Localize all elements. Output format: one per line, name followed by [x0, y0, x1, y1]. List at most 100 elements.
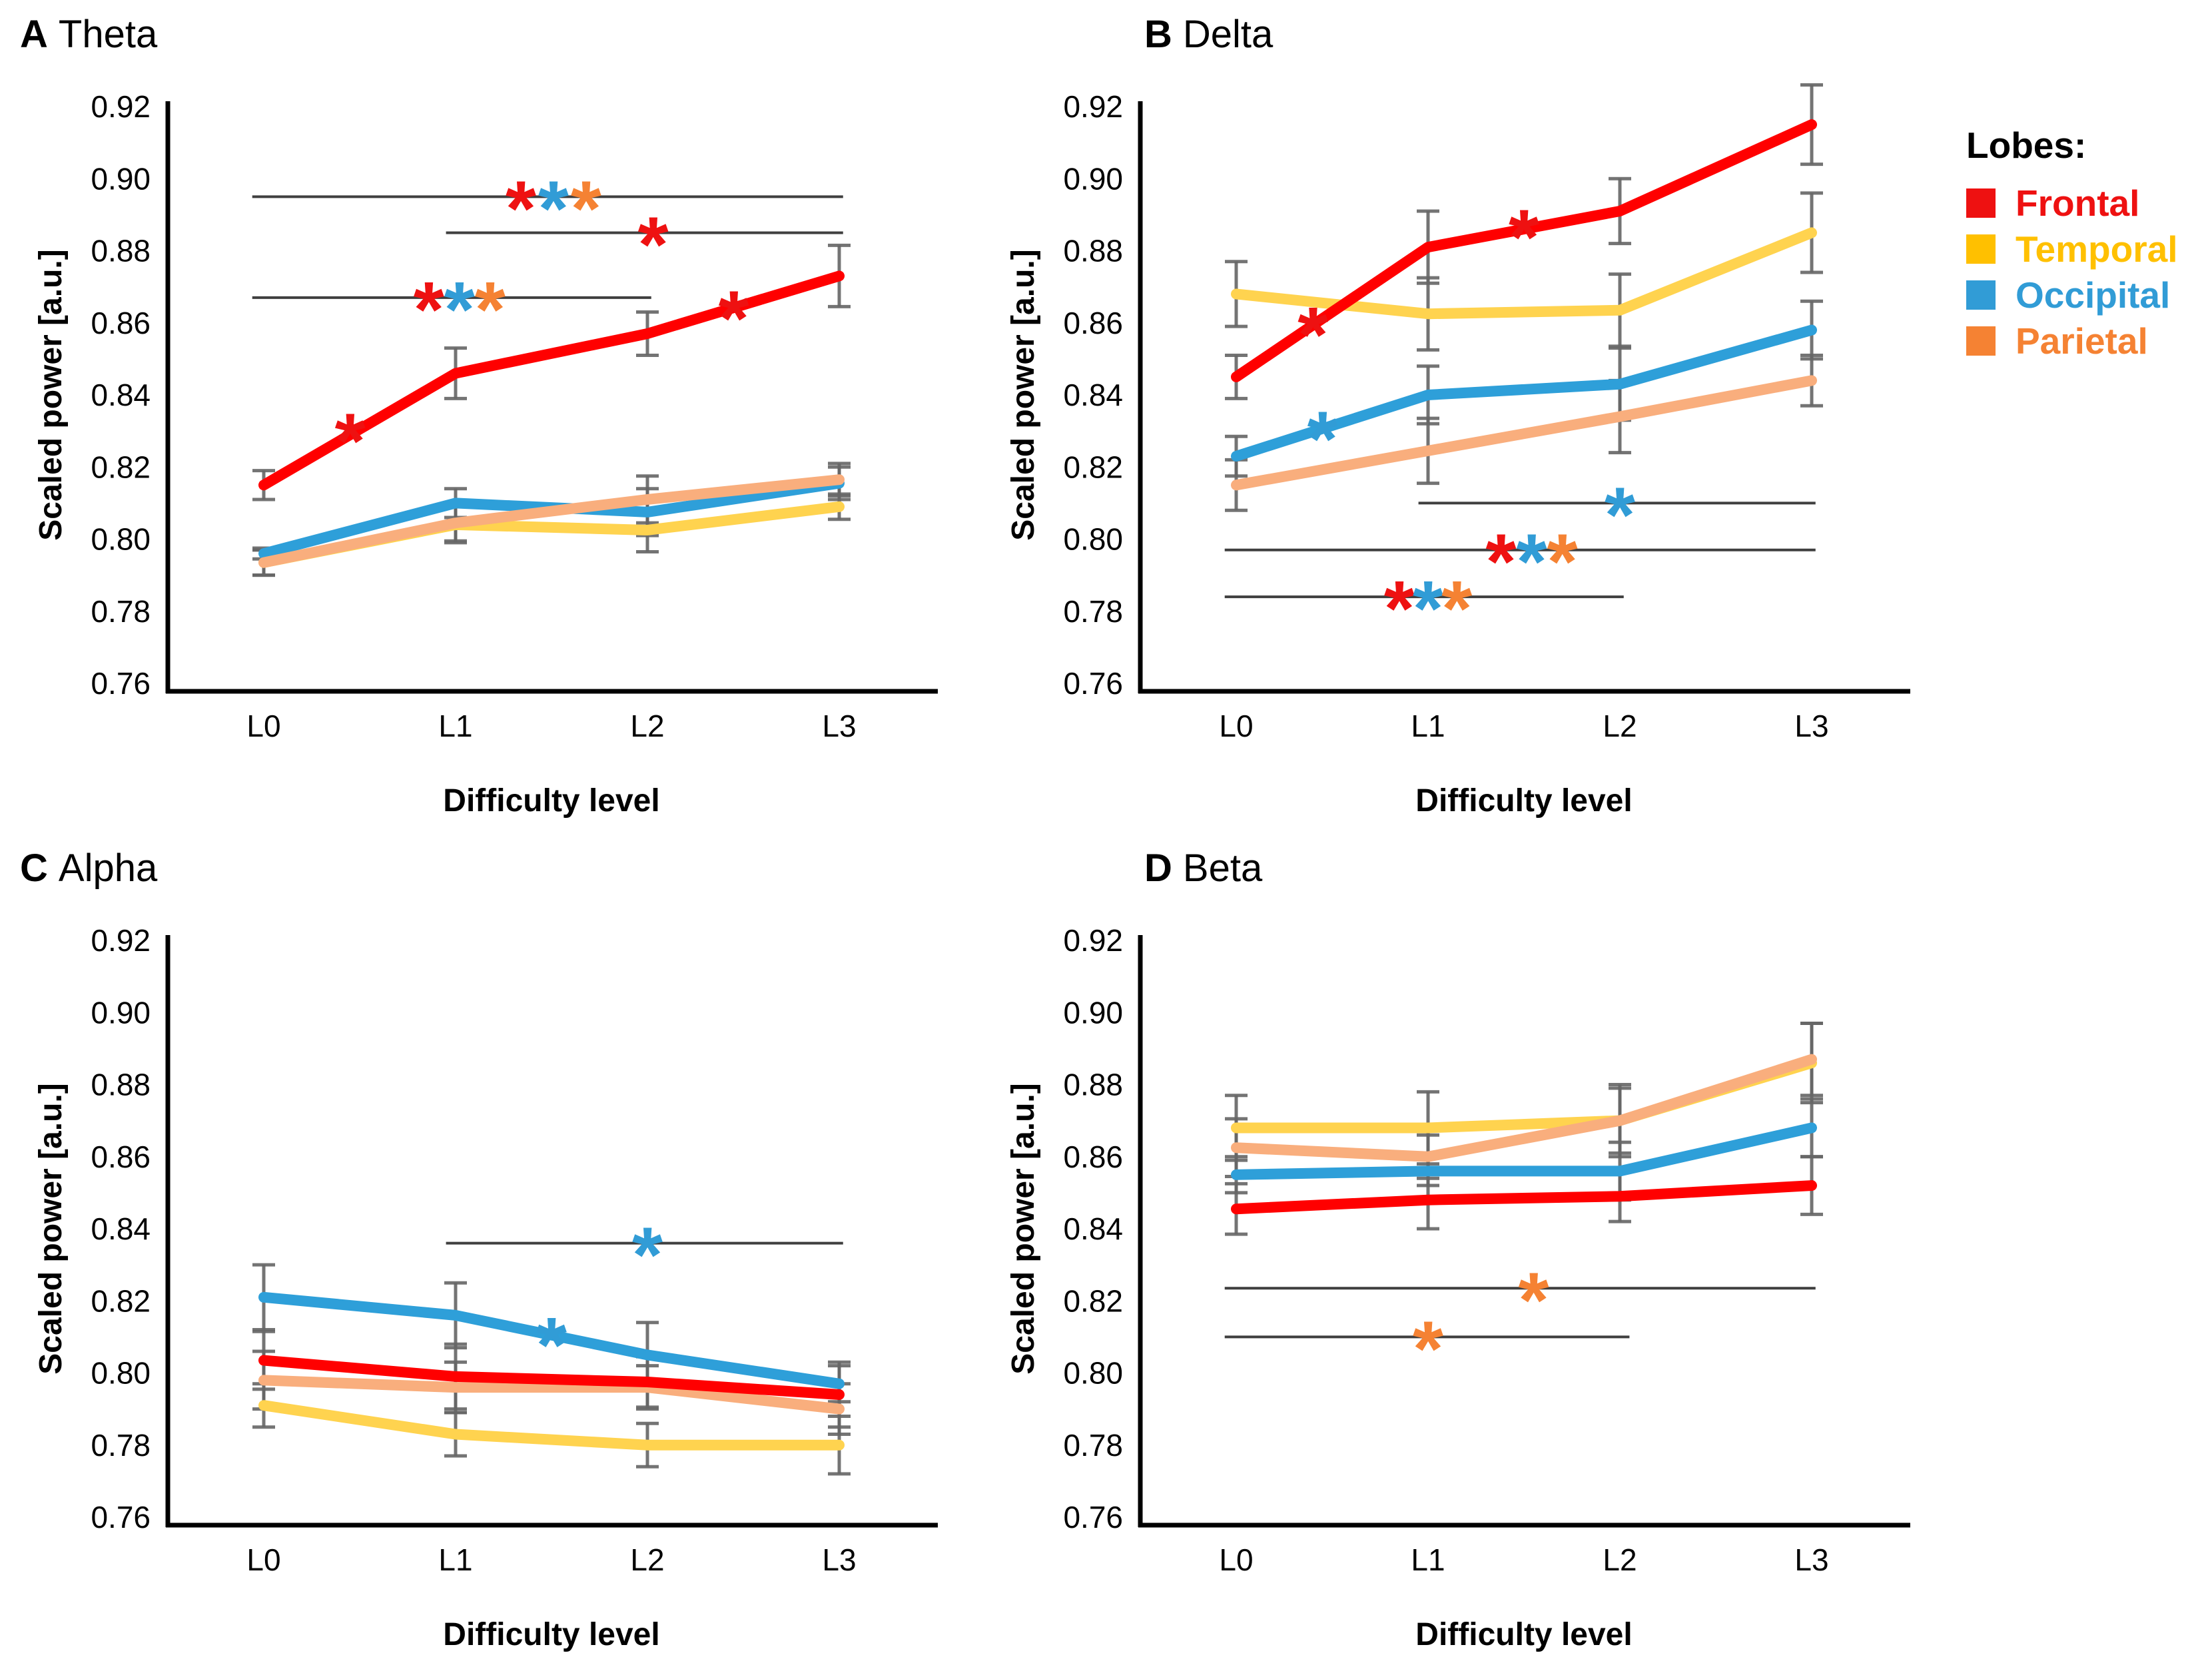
significance-asterisk-frontal: * [638, 200, 669, 288]
y-tick-label: 0.92 [91, 923, 151, 958]
x-tick-label: L1 [438, 1542, 472, 1577]
significance-asterisk-parietal: * [1441, 565, 1472, 653]
series-line-occipital [1231, 324, 1817, 462]
y-tick-label: 0.92 [1063, 89, 1123, 124]
y-tick-label: 0.86 [91, 1140, 151, 1174]
panel-letter-b: B [1144, 13, 1172, 56]
series-line-occipital [1231, 1122, 1817, 1180]
y-tick-label: 0.92 [1063, 923, 1123, 958]
legend-swatch-occipital-icon [1966, 280, 1996, 310]
x-tick-label: L0 [1219, 709, 1253, 743]
x-axis-title: Difficulty level [1415, 783, 1632, 819]
legend-item-temporal: Temporal [1966, 226, 2177, 272]
y-tick-label: 0.88 [91, 1068, 151, 1102]
significance-asterisk-parietal: * [475, 266, 506, 354]
x-tick-label: L0 [246, 709, 280, 743]
panel-b-delta: B Delta 0.76 0.78 0.80 0.82 0.84 0.86 0.88 0.90 0… [972, 0, 2063, 833]
significance-asterisk-occipital: * [632, 1211, 663, 1299]
panel-name-a: Theta [58, 13, 158, 56]
x-axis-title: Difficulty level [443, 1617, 659, 1652]
series-line-parietal [258, 1375, 845, 1415]
y-tick-label: 0.78 [1063, 594, 1123, 629]
line-asterisk-frontal: * [1509, 194, 1539, 282]
chart-theta: 0.76 0.78 0.80 0.82 0.84 0.86 0.88 0.90 0.92 L0 L1… [33, 89, 938, 819]
series-line-frontal [258, 1355, 845, 1400]
y-tick-label: 0.80 [91, 522, 151, 557]
y-tick-label: 0.78 [1063, 1428, 1123, 1463]
x-tick-label: L2 [1603, 709, 1637, 743]
y-tick-label: 0.90 [91, 161, 151, 196]
y-tick-label: 0.88 [91, 234, 151, 268]
significance-asterisk-frontal: * [1384, 565, 1415, 653]
y-axis-title: Scaled power [a.u.] [1006, 1083, 1041, 1374]
y-tick-label: 0.88 [1063, 234, 1123, 268]
line-asterisk-occipital: * [1307, 396, 1338, 484]
y-tick-label: 0.92 [91, 89, 151, 124]
significance-asterisk-occipital: * [1605, 471, 1635, 559]
panel-letter-c: C [20, 846, 48, 890]
significance-asterisk-parietal: * [1547, 518, 1578, 606]
series-line-temporal [1231, 1058, 1817, 1134]
y-tick-label: 0.86 [1063, 306, 1123, 340]
line-asterisk-occipital: * [536, 1301, 567, 1389]
y-tick-label: 0.88 [1063, 1068, 1123, 1102]
y-axis-title: Scaled power [a.u.] [33, 249, 69, 540]
panel-a-theta: A Theta 0.76 0.78 0.80 0.82 0.84 0.86 0.88 0.90 0… [0, 0, 1091, 833]
y-tick-label: 0.82 [1063, 450, 1123, 484]
significance-asterisk-frontal: * [414, 266, 444, 354]
y-tick-label: 0.84 [91, 378, 151, 412]
y-axis-title: Scaled power [a.u.] [33, 1083, 69, 1374]
significance-asterisk-occipital: * [1413, 565, 1443, 653]
legend-title: Lobes: [1966, 125, 2087, 166]
panel-name-b: Delta [1182, 13, 1274, 56]
series-line-temporal [1231, 227, 1817, 320]
series-line-occipital [258, 1291, 845, 1389]
line-asterisk-frontal: * [335, 397, 366, 485]
legend-item-occipital: Occipital [1966, 272, 2177, 318]
significance-asterisk-parietal: * [1413, 1305, 1443, 1393]
y-tick-label: 0.82 [91, 1283, 151, 1318]
x-tick-label: L3 [1794, 1542, 1828, 1577]
panel-title-d: D Beta [1144, 847, 1262, 890]
x-tick-label: L0 [246, 1542, 280, 1577]
x-axis-title: Difficulty level [1415, 1617, 1632, 1652]
significance-asterisk-occipital: * [538, 165, 569, 252]
significance-asterisk-occipital: * [444, 266, 475, 354]
chart-alpha: 0.76 0.78 0.80 0.82 0.84 0.86 0.88 0.90 0.92 L0 L1… [33, 923, 938, 1652]
legend-swatch-frontal-icon [1966, 188, 1996, 218]
y-tick-label: 0.76 [91, 1500, 151, 1534]
y-tick-label: 0.80 [91, 1356, 151, 1391]
panel-letter-d: D [1144, 846, 1172, 890]
x-tick-label: L1 [1411, 1542, 1445, 1577]
y-tick-label: 0.90 [1063, 995, 1123, 1030]
y-tick-label: 0.80 [1063, 522, 1123, 557]
y-tick-label: 0.86 [1063, 1140, 1123, 1174]
x-tick-label: L3 [1794, 709, 1828, 743]
chart-delta: 0.76 0.78 0.80 0.82 0.84 0.86 0.88 0.90 0.92 L0 L1… [1006, 83, 1910, 819]
legend-label-parietal: Parietal [2016, 320, 2148, 362]
legend-item-frontal: Frontal [1966, 180, 2177, 226]
legend: Lobes: Frontal Temporal Occipital Pariet… [1966, 124, 2177, 364]
x-tick-label: L0 [1219, 1542, 1253, 1577]
y-tick-label: 0.90 [1063, 161, 1123, 196]
x-tick-label: L2 [1603, 1542, 1637, 1577]
series-line-parietal [1231, 375, 1817, 491]
series-line-frontal [258, 270, 845, 491]
x-tick-label: L1 [1411, 709, 1445, 743]
series-line-parietal [1231, 1054, 1817, 1162]
legend-swatch-parietal-icon [1966, 326, 1996, 356]
line-asterisk-frontal: * [1297, 291, 1328, 379]
y-tick-label: 0.76 [1063, 1500, 1123, 1534]
x-tick-label: L3 [822, 1542, 856, 1577]
line-asterisk-frontal: * [719, 274, 749, 362]
y-tick-label: 0.86 [91, 306, 151, 340]
significance-asterisk-frontal: * [1485, 518, 1516, 606]
x-axis-title: Difficulty level [443, 783, 659, 819]
series-line-frontal [1231, 119, 1817, 382]
panel-title-c: C Alpha [20, 847, 157, 890]
legend-item-parietal: Parietal [1966, 318, 2177, 364]
legend-label-occipital: Occipital [2016, 274, 2171, 316]
panel-title-b: B Delta [1144, 13, 1273, 56]
legend-label-frontal: Frontal [2016, 182, 2140, 224]
